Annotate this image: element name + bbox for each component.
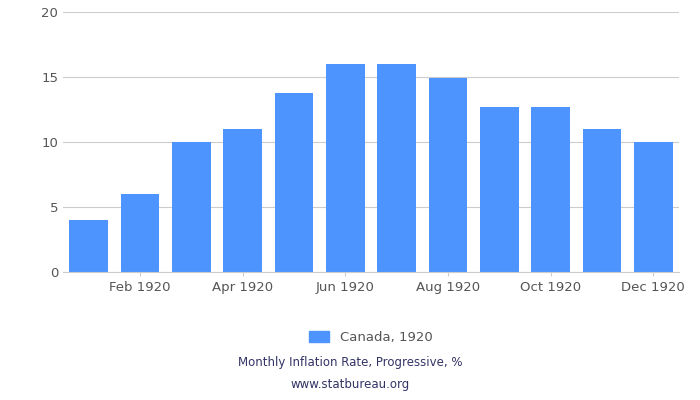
Legend: Canada, 1920: Canada, 1920 bbox=[304, 325, 438, 349]
Bar bbox=[531, 107, 570, 272]
Bar bbox=[223, 129, 262, 272]
Text: www.statbureau.org: www.statbureau.org bbox=[290, 378, 410, 391]
Bar bbox=[172, 142, 211, 272]
Bar bbox=[274, 92, 314, 272]
Bar bbox=[120, 194, 160, 272]
Bar bbox=[480, 107, 519, 272]
Bar bbox=[634, 142, 673, 272]
Bar bbox=[377, 64, 416, 272]
Bar bbox=[582, 129, 622, 272]
Text: Monthly Inflation Rate, Progressive, %: Monthly Inflation Rate, Progressive, % bbox=[238, 356, 462, 369]
Bar bbox=[326, 64, 365, 272]
Bar bbox=[69, 220, 108, 272]
Bar bbox=[428, 78, 467, 272]
